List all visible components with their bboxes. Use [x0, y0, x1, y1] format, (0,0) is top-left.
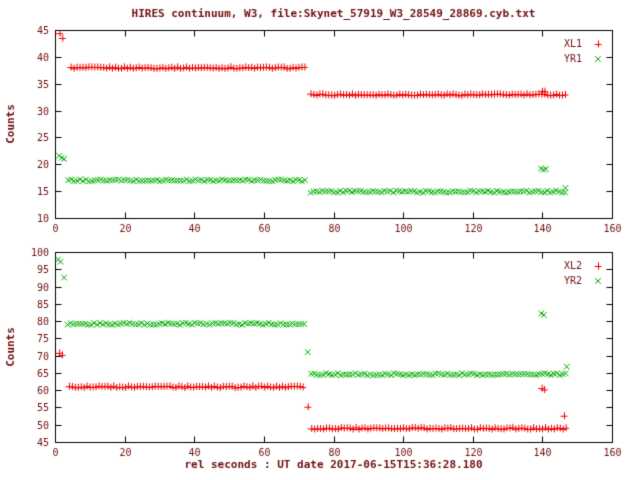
plot-window — [0, 0, 640, 480]
hires-continuum-chart — [0, 0, 640, 480]
